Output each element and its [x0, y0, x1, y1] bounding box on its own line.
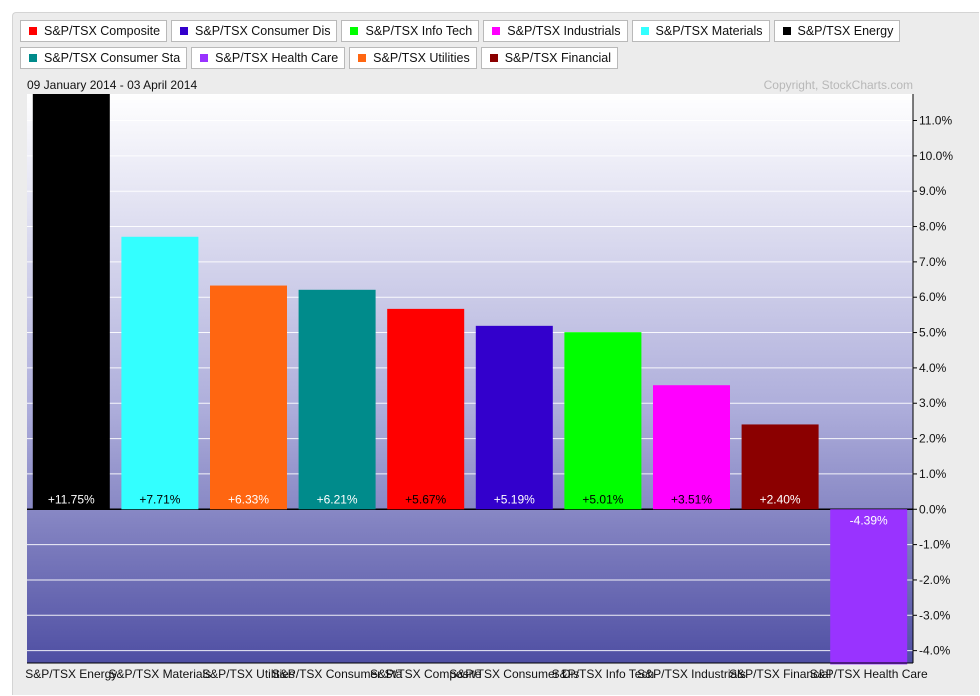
legend-label: S&P/TSX Materials: [655, 24, 763, 38]
legend-label: S&P/TSX Consumer Sta: [44, 51, 181, 65]
legend-label: S&P/TSX Financial: [504, 51, 611, 65]
legend-item[interactable]: S&P/TSX Energy: [773, 20, 901, 42]
legend-item[interactable]: S&P/TSX Financial: [480, 47, 618, 69]
y-tick-label: 9.0%: [919, 184, 947, 198]
bars: +11.75% +7.71% +6.33% +6.21% +5.67% +5.19% +5.…: [32, 94, 908, 665]
bar: [653, 385, 730, 510]
x-tick-label: S&P/TSX Consumer Dis: [449, 667, 579, 681]
legend-item[interactable]: S&P/TSX Materials: [631, 20, 770, 42]
legend-swatch: [492, 27, 501, 35]
bar-value-label: +5.19%: [494, 492, 535, 506]
bar-value-label: +5.67%: [405, 492, 446, 506]
bar: [475, 325, 553, 510]
bar: [564, 332, 642, 510]
x-tick-label: S&P/TSX Industrials: [637, 667, 746, 681]
legend-item[interactable]: S&P/TSX Info Tech: [341, 20, 480, 42]
x-tick-label: S&P/TSX Info Tech: [552, 667, 655, 681]
y-tick-label: 8.0%: [919, 220, 947, 234]
bar: [741, 424, 819, 510]
y-tick-label: -2.0%: [919, 573, 951, 587]
y-tick-label: 3.0%: [919, 396, 947, 410]
legend-item[interactable]: S&P/TSX Composite: [20, 20, 168, 42]
legend-label: S&P/TSX Utilities: [373, 51, 470, 65]
legend-item[interactable]: S&P/TSX Industrials: [483, 20, 628, 42]
legend-swatch: [640, 27, 649, 35]
bar-value-label: +3.51%: [671, 492, 712, 506]
y-tick-label: 5.0%: [919, 326, 947, 340]
legend-swatch: [782, 27, 791, 35]
x-tick-label: S&P/TSX Composite: [370, 667, 482, 681]
date-range: 09 January 2014 - 03 April 2014: [27, 78, 197, 92]
x-tick-label: S&P/TSX Financial: [729, 667, 831, 681]
bar-value-label: +6.21%: [317, 492, 358, 506]
legend-label: S&P/TSX Info Tech: [365, 24, 473, 38]
bar-value-label: +2.40%: [760, 492, 801, 506]
x-tick-label: S&P/TSX Materials: [109, 667, 212, 681]
bar-value-label: -4.39%: [850, 513, 888, 527]
y-tick-label: -1.0%: [919, 538, 951, 552]
copyright: Copyright, StockCharts.com: [764, 78, 913, 92]
legend-swatch: [180, 27, 189, 35]
bar-value-label: +11.75%: [48, 492, 95, 506]
legend-swatch: [358, 54, 367, 62]
legend: S&P/TSX Composite S&P/TSX Consumer Dis S&P…: [20, 20, 960, 69]
y-tick-label: 2.0%: [919, 432, 947, 446]
legend-swatch: [489, 54, 498, 62]
x-tick-label: S&P/TSX Health Care: [810, 667, 928, 681]
bar: [121, 236, 199, 510]
x-tick-label: S&P/TSX Utilities: [202, 667, 295, 681]
y-tick-label: 0.0%: [919, 502, 947, 516]
y-tick-label: -4.0%: [919, 644, 951, 658]
y-tick-label: 6.0%: [919, 290, 947, 304]
legend-item[interactable]: S&P/TSX Health Care: [191, 47, 346, 69]
legend-item[interactable]: S&P/TSX Utilities: [349, 47, 477, 69]
legend-swatch: [29, 54, 37, 62]
bar: [387, 308, 465, 510]
bar: [210, 285, 287, 510]
x-tick-label: S&P/TSX Consumer Sta: [272, 667, 403, 681]
y-tick-label: 11.0%: [919, 114, 952, 128]
bar: [32, 94, 110, 510]
y-tick-label: 4.0%: [919, 361, 947, 375]
legend-label: S&P/TSX Composite: [44, 24, 161, 38]
bar-value-label: +5.01%: [582, 492, 623, 506]
legend-swatch: [350, 27, 359, 35]
x-tick-label: S&P/TSX Energy: [25, 667, 117, 681]
bar: [298, 289, 376, 510]
y-tick-label: 7.0%: [919, 255, 947, 269]
legend-label: S&P/TSX Industrials: [507, 24, 621, 38]
legend-swatch: [29, 27, 37, 35]
bar-value-label: +7.71%: [139, 492, 180, 506]
y-tick-label: 1.0%: [919, 467, 947, 481]
bar-value-label: +6.33%: [228, 492, 269, 506]
legend-swatch: [200, 54, 209, 62]
bar: [830, 509, 908, 665]
legend-item[interactable]: S&P/TSX Consumer Sta: [20, 47, 188, 69]
legend-label: S&P/TSX Consumer Dis: [195, 24, 331, 38]
legend-label: S&P/TSX Health Care: [215, 51, 339, 65]
y-tick-label: 10.0%: [919, 149, 953, 163]
y-tick-label: -3.0%: [919, 608, 951, 622]
legend-item[interactable]: S&P/TSX Consumer Dis: [171, 20, 338, 42]
legend-label: S&P/TSX Energy: [797, 24, 894, 38]
y-axis: 11.0% 10.0% 9.0% 8.0% 7.0% 6.0% 5.0% 4.0% 3.0% 2.…: [27, 94, 953, 664]
